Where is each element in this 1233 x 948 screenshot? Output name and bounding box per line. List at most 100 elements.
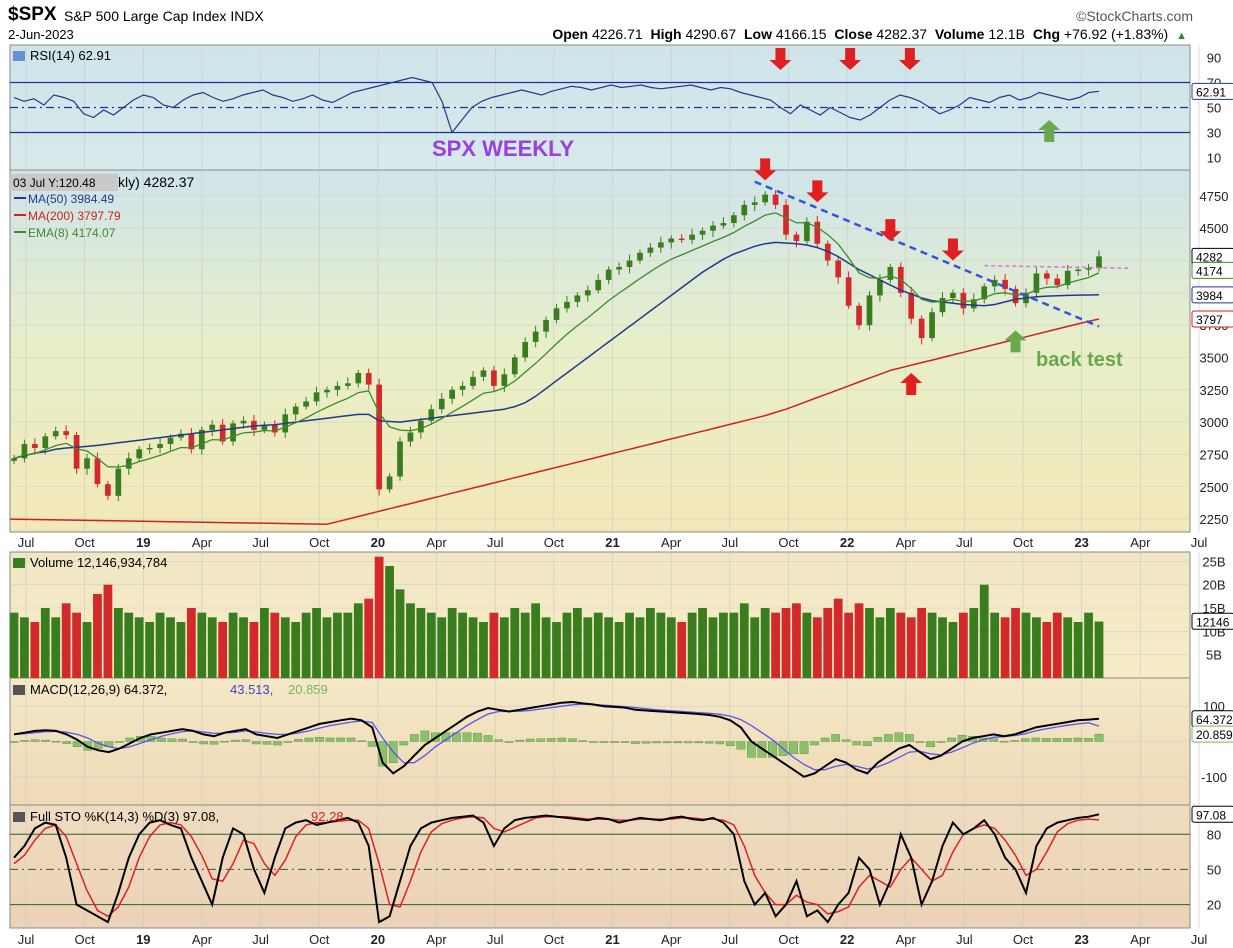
chg-label: Chg <box>1032 26 1061 42</box>
candle-body <box>63 431 70 436</box>
macd-histogram-bar <box>125 737 135 742</box>
volume-bar <box>124 612 134 678</box>
rsi-tag <box>1191 82 1233 100</box>
volume-tag-label: 12146 <box>1196 615 1230 629</box>
macd-histogram-bar <box>346 737 356 742</box>
macd-chart-icon <box>13 685 25 695</box>
x-tick-label: Jul <box>487 932 504 947</box>
volume-bar <box>729 612 739 678</box>
y-tick-label: 25B <box>1202 554 1225 569</box>
candle-body <box>877 279 883 296</box>
candle-body <box>84 458 90 469</box>
macd-histogram-bar <box>536 738 546 742</box>
x-tick-label: Oct <box>778 932 799 947</box>
rsi-arrow-icon <box>839 48 862 70</box>
volume-bar <box>875 617 885 678</box>
sto-legend: Full STO %K(14,3) %D(3) 97.08, <box>30 809 219 824</box>
volume-bar <box>614 622 624 678</box>
watermark: ©StockCharts.com <box>1076 8 1193 24</box>
macd-histogram-bar <box>294 739 303 742</box>
candle-body <box>950 292 956 298</box>
volume-bar <box>134 617 144 678</box>
candle-body <box>720 223 727 226</box>
macd-histogram-bar <box>599 741 609 743</box>
sto-tag-label: 97.08 <box>1196 808 1226 822</box>
x-tick-label: Jul <box>18 535 35 550</box>
y-tick-label: 2500 <box>1200 480 1229 495</box>
ema8-tag-label: 4174 <box>1196 264 1223 278</box>
macd-histogram-bar <box>325 737 335 742</box>
candle-body <box>1043 273 1050 279</box>
volume-bar <box>1032 617 1041 678</box>
volume-bar <box>468 617 478 678</box>
rsi-legend: RSI(14) 62.91 <box>30 48 111 63</box>
candle-body <box>376 384 382 490</box>
x-tick-label: 20 <box>371 932 385 947</box>
macd-histogram-bar <box>820 737 830 742</box>
macd-line <box>13 700 1100 778</box>
macd-histogram-bar <box>578 740 588 742</box>
y-tick-label: 2250 <box>1200 512 1229 527</box>
volume-bar <box>207 617 217 678</box>
x-tick-label: Oct <box>75 932 96 947</box>
candle-body <box>136 449 143 459</box>
x-tick-label: Oct <box>1013 932 1034 947</box>
backtest-label: back test <box>1036 349 1123 371</box>
rsi-line <box>13 76 1100 134</box>
rsi-chart-icon <box>13 51 25 61</box>
x-tick-label: Jul <box>1191 932 1208 947</box>
macd-legend: MACD(12,26,9) 64.372, <box>30 682 167 697</box>
volume-chart-icon <box>13 558 25 568</box>
x-tick-label: Jul <box>252 535 269 550</box>
volume-bar <box>113 608 123 678</box>
volume-bar <box>572 608 582 678</box>
macd-hist-tag-label: 20.859 <box>1196 728 1233 742</box>
volume-bar <box>426 612 436 678</box>
volume-bar <box>990 612 1000 678</box>
candle-body <box>564 301 570 309</box>
x-tick-label: Oct <box>778 535 799 550</box>
volume-bar <box>896 612 906 678</box>
volume-bar <box>40 608 50 678</box>
x-tick-label: 20 <box>371 535 385 550</box>
candle-body <box>908 292 915 319</box>
macd-histogram-bar <box>315 737 324 742</box>
volume-bar <box>458 612 467 678</box>
candle-body <box>480 370 487 377</box>
macd-tag-label: 64.372 <box>1196 713 1233 727</box>
macd-histogram-bar <box>883 734 893 742</box>
volume-bar <box>30 622 40 678</box>
macd-histogram-bar <box>473 733 482 742</box>
x-tick-label: Jul <box>487 535 504 550</box>
macd-histogram-bar <box>789 741 798 755</box>
volume-bar <box>301 612 311 678</box>
macd-histogram-bar <box>20 740 29 742</box>
candle-body <box>1054 278 1061 286</box>
x-tick-label: Apr <box>426 932 447 947</box>
ma50-line <box>13 241 1100 460</box>
macd-histogram-bar <box>399 741 409 746</box>
macd-histogram-bar <box>715 741 725 745</box>
macd-histogram-bar <box>199 741 208 745</box>
candle-body <box>991 279 998 287</box>
volume-bar <box>218 622 228 678</box>
volume-bar <box>51 617 61 678</box>
macd-histogram-bar <box>567 738 577 742</box>
macd-histogram-bar <box>483 735 493 742</box>
candle-body <box>678 238 685 241</box>
candle-body <box>584 290 591 296</box>
low-arrow-icon <box>900 372 923 395</box>
candle-body <box>939 297 946 313</box>
candle-body <box>866 295 873 326</box>
macd-histogram-bar <box>799 741 809 755</box>
chg-value: +76.92 (+1.83%) <box>1063 26 1169 42</box>
candle-body <box>324 389 330 393</box>
y-tick-label: 3000 <box>1200 415 1229 430</box>
macd-histogram-bar <box>336 737 345 742</box>
volume-bar <box>1084 612 1093 678</box>
candle-body <box>470 376 476 386</box>
macd-histogram-bar <box>610 741 619 743</box>
volume-bar <box>823 608 833 678</box>
candle-body <box>292 406 299 415</box>
